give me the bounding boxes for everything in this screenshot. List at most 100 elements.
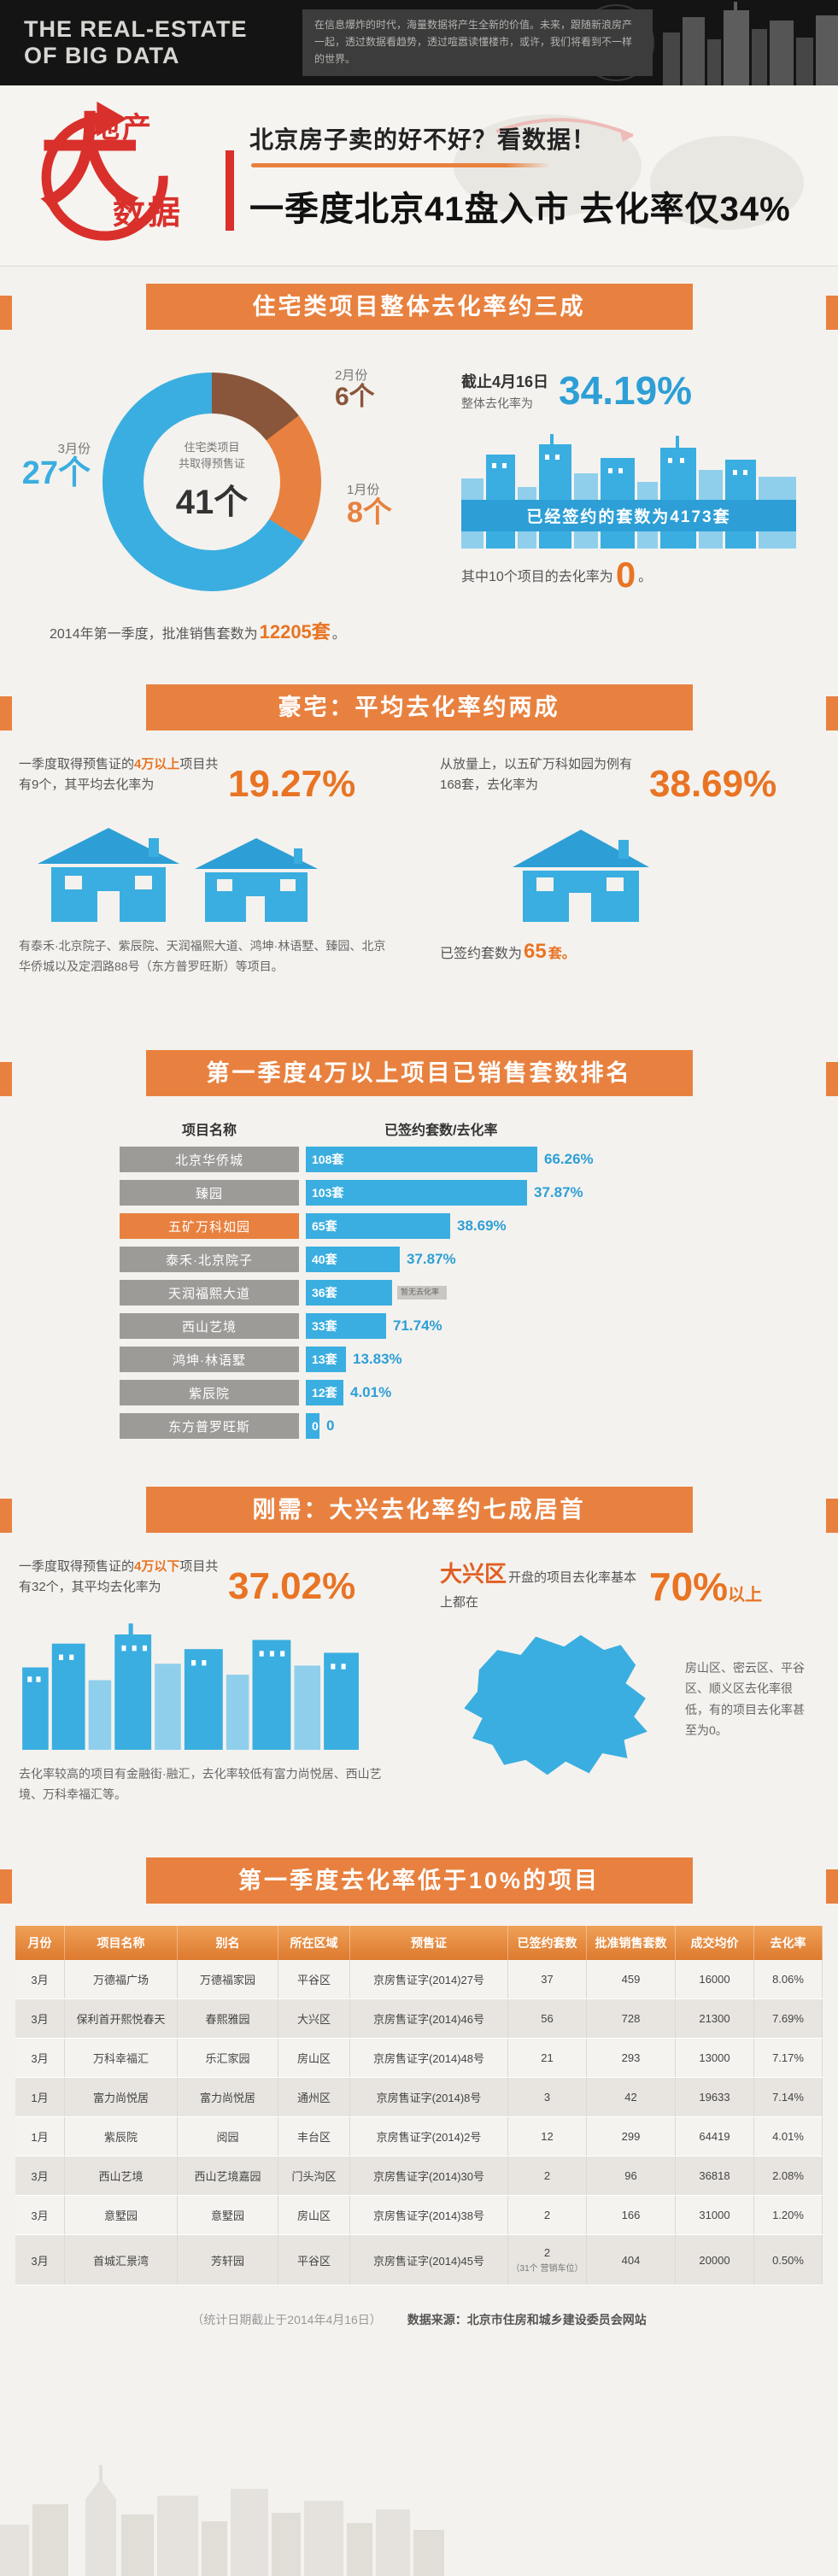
brand-title: THE REAL-ESTATE OF BIG DATA — [24, 15, 248, 68]
asof-lines: 截止4月16日 整体去化率为 — [461, 370, 548, 412]
banner-edge-tab-left — [0, 696, 12, 731]
signed-units-bar: 33套 — [306, 1313, 386, 1339]
cell-approved: 404 — [587, 2235, 676, 2285]
section1-banner-row: 住宅类项目整体去化率约三成 — [0, 284, 838, 330]
project-name-pill: 鸿坤·林语墅 — [120, 1347, 299, 1372]
table-row: 3月 首城汇景湾 芳轩园 平谷区 京房售证字(2014)45号 2 （31个 营销车位） 40… — [15, 2235, 823, 2286]
section2-banner-row: 豪宅：平均去化率约两成 — [0, 684, 838, 731]
banner-edge-tab-left — [0, 296, 12, 330]
cell-rate: 7.69% — [754, 1999, 823, 2038]
project-name-pill: 泰禾·北京院子 — [120, 1247, 299, 1272]
masthead-tagline: 在信息爆炸的时代，海量数据将产生全新的价值。未来，跟随新浪房产一起，透过数据看趋… — [302, 9, 653, 76]
slice-value: 6个 — [335, 383, 375, 411]
section5-banner: 第一季度去化率低于10%的项目 — [145, 1857, 693, 1904]
beijing-map-illustration — [464, 1634, 648, 1775]
page-subtitle: 北京房子卖的好不好？看数据！ — [249, 126, 597, 153]
daxing-lede: 大兴区 开盘的项目去化率基本上都在 70%以上 — [440, 1533, 820, 1613]
mass-left-column: 一季度取得预售证的4万以下项目共有32个，其平均去化率为 37.02% — [19, 1533, 416, 1805]
cell-signed: 56 — [508, 1999, 587, 2038]
project-name-pill: 臻园 — [120, 1180, 299, 1206]
cell-signed: 3 — [508, 2078, 587, 2116]
cityscape-illustration: 已经签约的套数为4173套 — [461, 429, 796, 549]
signed-units-band: 已经签约的套数为4173套 — [461, 500, 796, 531]
cell-permit: 京房售证字(2014)27号 — [350, 1960, 508, 1998]
cell-alias: 芳轩园 — [178, 2235, 278, 2285]
cell-permit: 京房售证字(2014)8号 — [350, 2078, 508, 2116]
signed-units-bar: 108套 — [306, 1147, 537, 1172]
column-header: 已签约套数 — [508, 1926, 587, 1960]
zero-rate-note: 其中10个项目的去化率为 0。 — [461, 557, 812, 593]
signed-count: 2 — [543, 2209, 551, 2221]
donut-center-line1: 住宅类项目 — [184, 441, 240, 455]
cell-rate: 7.17% — [754, 2039, 823, 2077]
mass-average-rate: 37.02% — [228, 1565, 356, 1607]
cell-month: 1月 — [15, 2078, 65, 2116]
cell-name: 首城汇景湾 — [65, 2235, 178, 2285]
ranking-col-units-rate: 已签约套数/去化率 — [384, 1124, 498, 1138]
table-row: 3月 万德福广场 万德福家园 平谷区 京房售证字(2014)27号 37 459 16000 8… — [15, 1960, 823, 1999]
footer-date-note: （统计日期截止于2014年4月16日） — [191, 2313, 382, 2327]
cell-month: 3月 — [15, 2196, 65, 2234]
ranking-row: 鸿坤·林语墅 13套 13.83% — [120, 1347, 838, 1372]
cell-permit: 京房售证字(2014)48号 — [350, 2039, 508, 2077]
luxury-average-rate: 19.27% — [228, 763, 356, 805]
low-rate-districts-caption: 房山区、密云区、平谷区、顺义区去化率很低，有的项目去化率甚至为0。 — [685, 1660, 805, 1738]
section4-banner-row: 刚需：大兴去化率约七成居首 — [0, 1487, 838, 1533]
title-area: 地产 大 数据 北京房子卖的好不好？看数据！ 一季度北京41盘入市 去化率仅34… — [0, 85, 838, 267]
table-row: 1月 紫辰院 阅园 丰台区 京房售证字(2014)2号 12 299 64419 4.01% — [15, 2117, 823, 2156]
cell-district: 房山区 — [278, 2196, 350, 2234]
column-header: 别名 — [178, 1926, 278, 1960]
cell-signed: 12 — [508, 2117, 587, 2156]
ranking-row: 五矿万科如园 65套 38.69% — [120, 1213, 838, 1239]
banner-edge-tab-right — [826, 296, 838, 330]
signed-count: 21 — [541, 2051, 554, 2064]
cell-name: 万科幸福汇 — [65, 2039, 178, 2077]
section-ranking: 项目名称 已签约套数/去化率 北京华侨城 108套 66.26% 臻园 103套 37.8… — [0, 1096, 838, 1461]
cell-rate: 2.08% — [754, 2156, 823, 2195]
cell-price: 16000 — [676, 1960, 754, 1998]
project-name-pill: 北京华侨城 — [120, 1147, 299, 1172]
cell-approved: 459 — [587, 1960, 676, 1998]
signed-units-bar: 36套 — [306, 1280, 392, 1306]
donut-center-value: 41个 — [175, 483, 249, 521]
project-name-pill: 五矿万科如园 — [120, 1213, 299, 1239]
signed-count: 37 — [541, 1973, 554, 1986]
section2-banner: 豪宅：平均去化率约两成 — [145, 684, 693, 731]
cell-permit: 京房售证字(2014)38号 — [350, 2196, 508, 2234]
wukuang-lede: 从放量上，以五矿万科如园为例有168套，去化率为 38.69% — [440, 731, 820, 806]
mass-lede: 一季度取得预售证的4万以下项目共有32个，其平均去化率为 37.02% — [19, 1533, 416, 1608]
section-residential-overview: 住宅类项目 共取得预售证 41个 2月份 6个 1月份 8个 3月份 27个 2… — [0, 330, 838, 667]
absorption-rate-label: 0 — [326, 1417, 335, 1434]
cell-month: 3月 — [15, 2235, 65, 2285]
column-header: 批准销售套数 — [587, 1926, 676, 1960]
signed-units-bar: 103套 — [306, 1180, 527, 1206]
cell-permit: 京房售证字(2014)2号 — [350, 2117, 508, 2156]
cell-district: 丰台区 — [278, 2117, 350, 2156]
mass-projects-caption: 去化率较高的项目有金融街·融汇，去化率较低有富力尚悦居、西山艺境、万科幸福汇等。 — [19, 1767, 382, 1801]
signed-count: 56 — [541, 2012, 554, 2025]
cell-rate: 1.20% — [754, 2196, 823, 2234]
donut-center: 住宅类项目 共取得预售证 41个 — [144, 414, 280, 550]
luxury-projects-caption: 有泰禾·北京院子、紫辰院、天润福熙大道、鸿坤·林语墅、臻园、北京华侨城以及定泗路… — [19, 939, 386, 973]
asof-date: 截止4月16日 — [461, 373, 549, 390]
banner-edge-tab-left — [0, 1062, 12, 1096]
section5-banner-row: 第一季度去化率低于10%的项目 — [0, 1857, 838, 1904]
cell-rate: 4.01% — [754, 2117, 823, 2156]
section3-banner: 第一季度4万以上项目已销售套数排名 — [145, 1050, 693, 1096]
logo-text-top: 地产 — [91, 112, 154, 144]
cell-signed: 2 — [508, 2156, 587, 2195]
map-row: 房山区、密云区、平谷区、顺义区去化率很低，有的项目去化率甚至为0。 — [440, 1622, 820, 1788]
cell-signed: 37 — [508, 1960, 587, 1998]
absorption-rate-label: 66.26% — [544, 1151, 594, 1167]
column-header: 月份 — [15, 1926, 65, 1960]
donut-chart: 住宅类项目 共取得预售证 41个 — [103, 373, 321, 591]
column-header: 成交均价 — [676, 1926, 754, 1960]
masthead-cityscape-decoration — [582, 2, 838, 85]
luxury-lede: 一季度取得预售证的4万以上项目共有9个，其平均去化率为 19.27% — [19, 731, 416, 806]
masthead: THE REAL-ESTATE OF BIG DATA 在信息爆炸的时代，海量数… — [0, 0, 838, 85]
cell-rate: 8.06% — [754, 1960, 823, 1998]
arrow-ring-icon — [41, 101, 168, 241]
cell-price: 64419 — [676, 2117, 754, 2156]
absorption-rate-label: 4.01% — [350, 1384, 392, 1400]
cell-month: 3月 — [15, 2156, 65, 2195]
